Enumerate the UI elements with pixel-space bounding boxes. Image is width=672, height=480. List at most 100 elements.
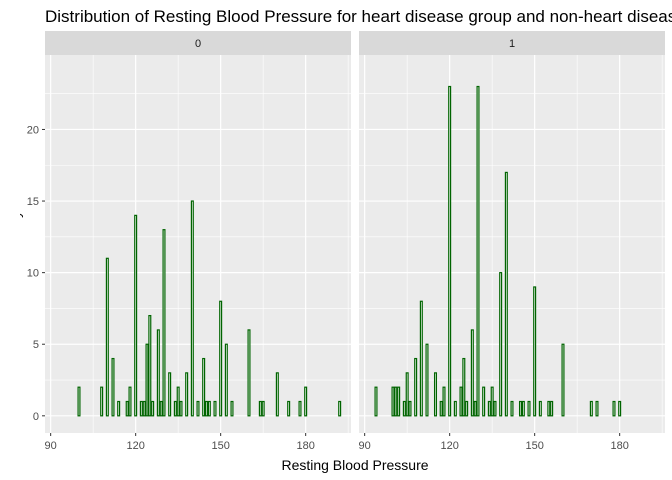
facet-panel-1: 1 90 120 150 180 [359, 31, 665, 452]
histogram-bar [465, 400, 469, 417]
histogram-bar [397, 386, 401, 417]
facet-strip [45, 31, 351, 55]
histogram-bar [100, 386, 104, 417]
histogram-bar [470, 329, 474, 417]
histogram-bar [504, 171, 508, 417]
histogram-bar [518, 400, 523, 417]
chart-title: Distribution of Resting Blood Pressure f… [45, 7, 672, 26]
histogram-bar [247, 329, 251, 417]
histogram-bar [111, 357, 115, 417]
x-axis-1: 90 120 150 180 [359, 433, 629, 452]
histogram-bar [589, 400, 593, 417]
histogram-bar [159, 400, 163, 417]
histogram-bar [402, 400, 406, 417]
histogram-bar [448, 85, 452, 417]
facet-panels: 0 90 120 150 180 1 90 120 150 180 [45, 31, 665, 452]
histogram-bar [476, 85, 480, 417]
histogram-bar [521, 400, 525, 417]
histogram-bar [142, 400, 146, 417]
histogram-bar [391, 386, 395, 417]
histogram-bar [287, 400, 291, 417]
facet-strip [359, 31, 665, 55]
x-tick-label: 150 [525, 440, 543, 452]
histogram-bar [258, 400, 262, 417]
histogram-bar [550, 400, 554, 417]
histogram-bar [459, 386, 463, 417]
histogram-bar [148, 314, 152, 417]
histogram-bar [453, 400, 457, 417]
histogram-bar [105, 257, 109, 417]
y-tick-label: 0 [33, 411, 39, 423]
y-axis-title: Frequency [7, 211, 23, 277]
histogram-bar [433, 372, 438, 417]
histogram-bar [196, 400, 200, 417]
histogram-bar [224, 343, 228, 417]
histogram-bar [547, 400, 551, 417]
histogram-bar [185, 372, 189, 417]
histogram-bar [168, 372, 172, 417]
histogram-bar [204, 400, 209, 417]
panel-background [45, 55, 351, 433]
facet-strip-label: 1 [509, 38, 515, 50]
histogram-bar [414, 357, 418, 417]
histogram-bar [533, 286, 537, 417]
histogram-bars [374, 85, 622, 417]
histogram-bar [139, 400, 143, 417]
histogram-bar [156, 329, 160, 417]
histogram-bar [117, 400, 121, 417]
histogram-bar [394, 386, 398, 417]
histogram-bar [219, 300, 223, 417]
x-axis-title: Resting Blood Pressure [281, 457, 428, 473]
x-tick-label: 180 [610, 440, 628, 452]
histogram-bar [190, 200, 194, 417]
histogram-bar [419, 300, 423, 417]
x-tick-label: 150 [211, 440, 229, 452]
facet-panel-0: 0 90 120 150 180 [45, 31, 351, 452]
histogram-bar [612, 400, 616, 417]
histogram-bar [595, 400, 599, 417]
panel-background [359, 55, 665, 433]
histogram-bar [510, 400, 514, 417]
histogram-bar [176, 386, 180, 417]
histogram-bar [405, 372, 409, 417]
y-tick-label: 15 [27, 196, 39, 208]
histogram-bar [298, 400, 302, 417]
histogram-bar [473, 400, 477, 417]
histogram-bar [527, 400, 531, 417]
facet-strip-label: 0 [195, 38, 201, 50]
histogram-bar [202, 357, 206, 417]
histogram-bar [425, 343, 429, 417]
y-axis: 0 5 10 15 20 [27, 124, 45, 423]
histogram-bar [162, 229, 166, 417]
histogram-bar [490, 386, 494, 417]
histogram-bar [128, 386, 132, 417]
histogram-bar [145, 343, 149, 417]
histogram-bar [338, 400, 342, 417]
y-tick-label: 5 [33, 339, 39, 351]
histogram-bar [275, 372, 279, 417]
y-tick-label: 20 [27, 124, 39, 136]
histogram-bar [439, 400, 443, 417]
histogram-bar [561, 343, 565, 417]
histogram-bar [261, 400, 265, 417]
x-tick-label: 90 [45, 440, 57, 452]
x-tick-label: 90 [359, 440, 371, 452]
histogram-bar [442, 386, 446, 417]
y-tick-label: 10 [27, 268, 39, 280]
histogram-bar [499, 272, 503, 417]
histogram-bar [173, 400, 177, 417]
histogram-bar [374, 386, 378, 417]
histogram-bar [207, 400, 211, 417]
histogram-bar [125, 400, 129, 417]
histogram-bar [179, 400, 183, 417]
histogram-bar [304, 386, 308, 417]
x-axis-0: 90 120 150 180 [45, 433, 315, 452]
histogram-bar [230, 400, 234, 417]
histogram-bar [151, 400, 155, 417]
histogram-bar [618, 400, 622, 417]
histogram-bar [213, 400, 217, 417]
histogram-bar [493, 400, 497, 417]
x-tick-label: 120 [126, 440, 144, 452]
histogram-bar [482, 386, 486, 417]
